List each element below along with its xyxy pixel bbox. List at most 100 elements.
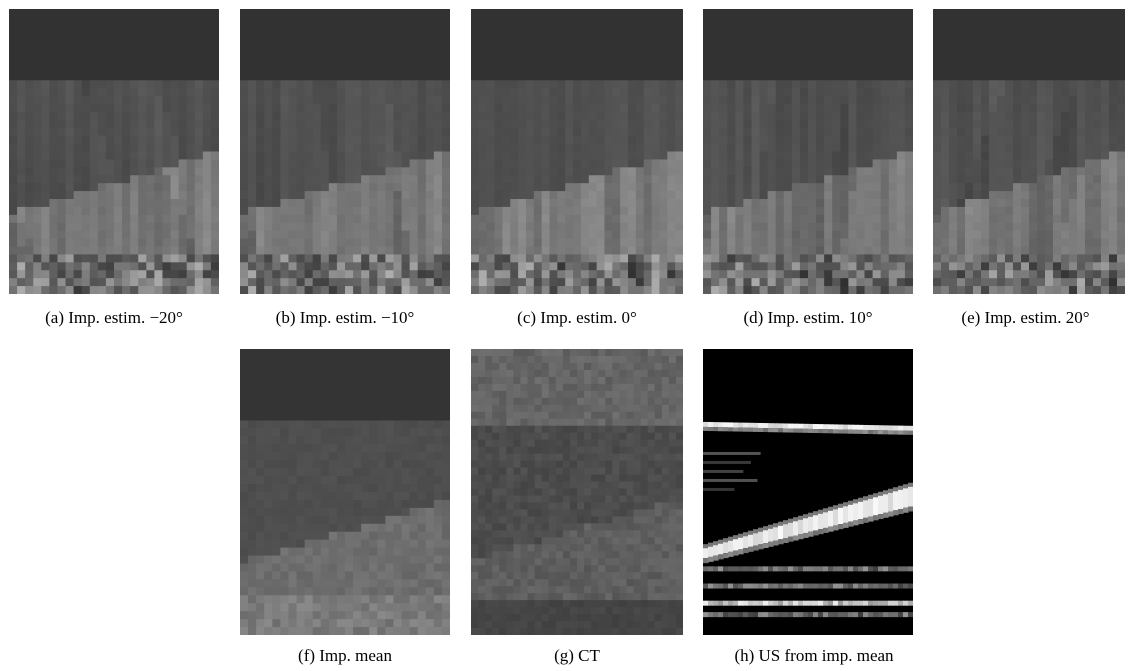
pixel-cell — [336, 119, 346, 129]
pixel-cell — [856, 286, 866, 294]
pixel-cell — [194, 278, 204, 287]
pixel-cell — [122, 254, 131, 263]
pixel-cell — [272, 404, 281, 414]
pixel-cell — [872, 238, 882, 248]
pixel-cell — [1013, 183, 1022, 192]
pixel-cell — [759, 48, 769, 58]
pixel-cell — [880, 9, 890, 18]
pixel-cell — [808, 159, 817, 168]
pixel-cell — [240, 356, 249, 366]
pixel-cell — [743, 111, 753, 121]
pixel-cell — [494, 206, 504, 216]
pixel-cell — [799, 175, 809, 184]
pixel-cell — [280, 262, 290, 271]
pixel-cell — [81, 286, 91, 294]
pixel-cell — [280, 9, 290, 18]
pixel-cell — [170, 88, 180, 97]
pixel-cell — [1117, 24, 1125, 34]
pixel-cell — [114, 88, 123, 97]
pixel-cell — [417, 16, 427, 26]
pixel-cell — [130, 64, 139, 73]
pixel-cell — [248, 191, 257, 200]
pixel-cell — [441, 230, 450, 240]
pixel-cell — [604, 111, 613, 121]
pixel-cell — [1101, 199, 1110, 208]
pixel-cell — [320, 9, 330, 18]
pixel-cell — [345, 119, 354, 129]
pixel-cell — [1069, 175, 1078, 184]
pixel-cell — [288, 48, 298, 58]
pixel-cell — [711, 286, 720, 294]
pixel-cell — [280, 104, 290, 113]
pixel-cell — [272, 412, 281, 422]
pixel-cell — [1093, 278, 1102, 287]
pixel-cell — [146, 32, 155, 42]
pixel-cell — [385, 9, 395, 18]
pixel-cell — [478, 119, 488, 129]
pixel-cell — [377, 9, 386, 18]
pixel-cell — [719, 222, 728, 232]
pixel-cell — [146, 254, 155, 263]
pixel-cell — [202, 9, 212, 18]
pixel-cell — [328, 436, 338, 445]
pixel-cell — [767, 183, 777, 192]
pixel-cell — [864, 206, 874, 216]
pixel-cell — [1117, 16, 1125, 26]
pixel-cell — [727, 104, 736, 113]
pixel-cell — [97, 183, 107, 192]
pixel-cell — [425, 396, 435, 406]
pixel-cell — [981, 111, 990, 121]
pixel-cell — [856, 119, 866, 129]
pixel-cell — [541, 254, 551, 263]
pixel-cell — [1005, 151, 1014, 161]
pixel-cell — [194, 16, 204, 26]
pixel-cell — [872, 206, 882, 216]
pixel-cell — [1013, 254, 1022, 263]
pixel-cell — [122, 16, 131, 26]
pixel-cell — [904, 88, 913, 97]
pixel-cell — [105, 238, 115, 248]
pixel-cell — [1085, 32, 1094, 42]
pixel-cell — [525, 167, 535, 176]
pixel-cell — [1101, 9, 1110, 18]
pixel-cell — [240, 372, 249, 382]
pixel-cell — [565, 167, 574, 176]
pixel-cell — [312, 246, 322, 256]
pixel-cell — [799, 32, 809, 42]
pixel-cell — [933, 88, 942, 97]
pixel-cell — [9, 64, 18, 73]
pixel-cell — [751, 206, 761, 216]
pixel-cell — [557, 199, 566, 208]
pixel-cell — [775, 159, 785, 168]
pixel-cell — [471, 278, 480, 287]
caption-c: (c) Imp. estim. 0° — [517, 308, 637, 327]
pixel-cell — [240, 183, 249, 192]
pixel-cell — [759, 135, 769, 145]
pixel-cell — [401, 16, 411, 26]
pixel-cell — [73, 96, 83, 105]
pixel-cell — [848, 159, 858, 168]
pixel-cell — [361, 420, 370, 430]
pixel-cell — [703, 135, 712, 145]
pixel-cell — [312, 396, 322, 406]
pixel-cell — [675, 230, 683, 240]
pixel-cell — [643, 167, 653, 176]
pixel-cell — [328, 428, 338, 437]
pixel-cell — [1117, 238, 1125, 248]
pixel-cell — [997, 48, 1006, 58]
pixel-cell — [433, 230, 443, 240]
pixel-cell — [808, 32, 817, 42]
pixel-cell — [549, 206, 558, 216]
pixel-cell — [612, 183, 621, 192]
pixel-cell — [832, 88, 841, 97]
pixel-cell — [675, 9, 683, 18]
pixel-cell — [345, 396, 354, 406]
pixel-cell — [518, 40, 527, 50]
pixel-cell — [667, 111, 676, 121]
pixel-cell — [433, 396, 443, 406]
pixel-cell — [1109, 230, 1118, 240]
pixel-cell — [949, 238, 958, 248]
pixel-cell — [162, 96, 172, 105]
pixel-cell — [288, 88, 298, 97]
pixel-cell — [57, 151, 67, 161]
